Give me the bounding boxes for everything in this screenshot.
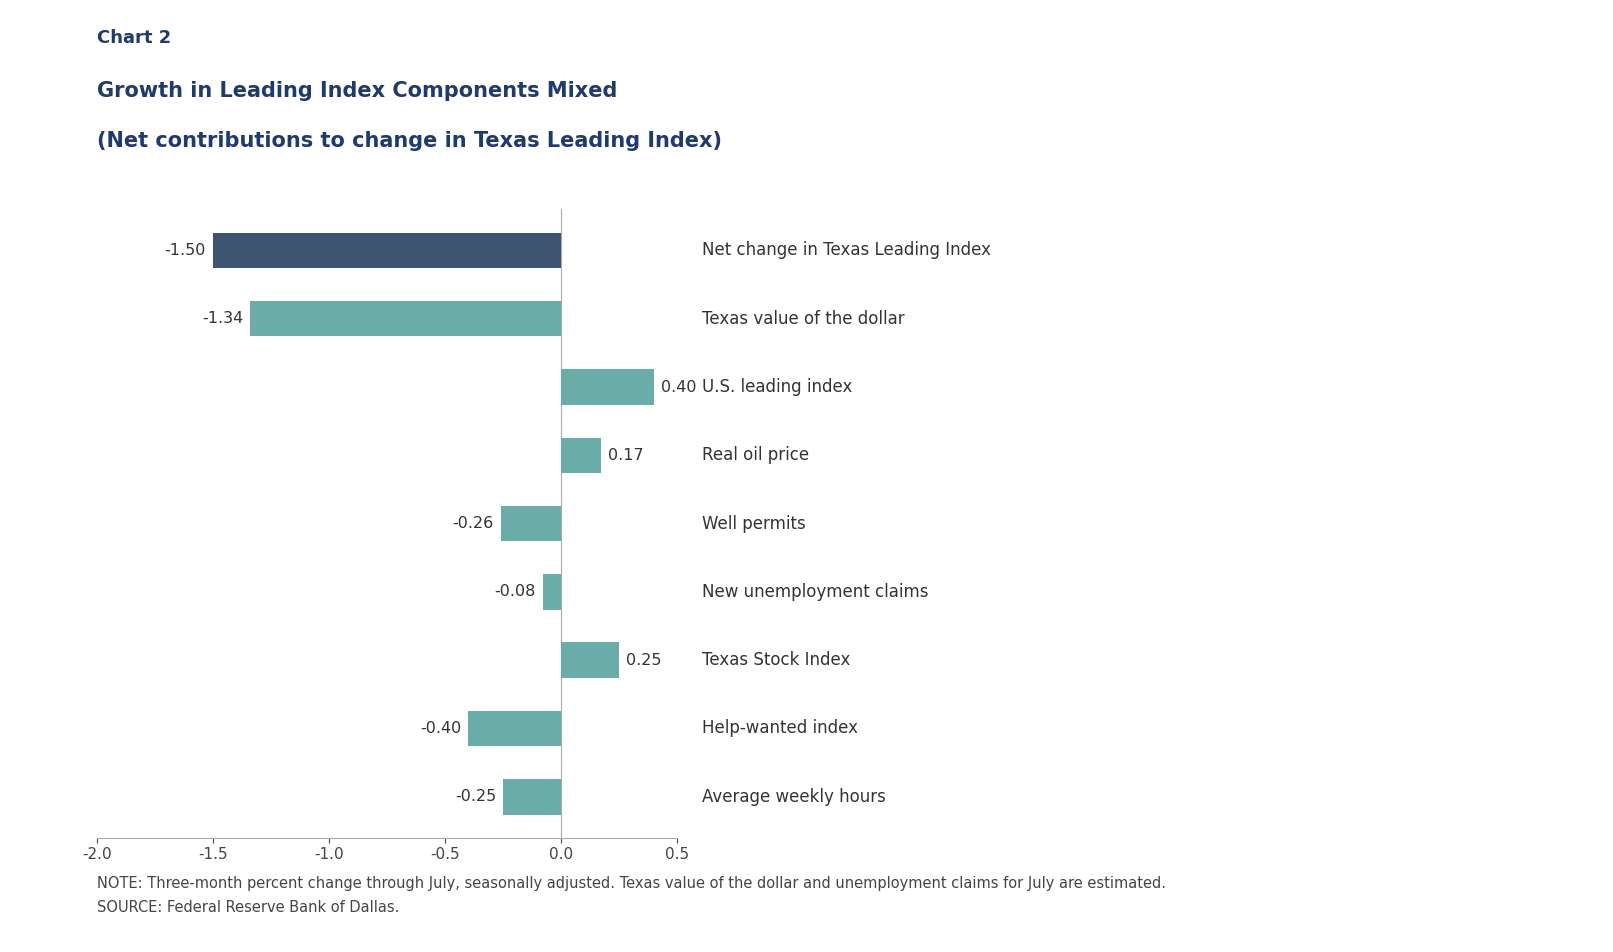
Bar <box>213 232 561 268</box>
Bar <box>503 779 561 815</box>
Text: NOTE: Three-month percent change through July, seasonally adjusted. Texas value : NOTE: Three-month percent change through… <box>97 876 1166 891</box>
Text: -0.40: -0.40 <box>421 721 461 736</box>
Text: Growth in Leading Index Components Mixed: Growth in Leading Index Components Mixed <box>97 81 618 101</box>
Text: -0.25: -0.25 <box>455 789 497 804</box>
Text: -1.34: -1.34 <box>202 311 244 327</box>
Text: 0.25: 0.25 <box>626 653 661 667</box>
Bar <box>561 643 619 678</box>
Text: 0.40: 0.40 <box>661 380 697 394</box>
Text: Help-wanted index: Help-wanted index <box>702 720 858 738</box>
Text: New unemployment claims: New unemployment claims <box>702 583 927 601</box>
Text: -0.08: -0.08 <box>495 585 536 600</box>
Bar <box>542 574 561 609</box>
Text: SOURCE: Federal Reserve Bank of Dallas.: SOURCE: Federal Reserve Bank of Dallas. <box>97 900 398 915</box>
Text: Net change in Texas Leading Index: Net change in Texas Leading Index <box>702 242 990 259</box>
Text: Texas value of the dollar: Texas value of the dollar <box>702 309 905 327</box>
Bar <box>502 506 561 542</box>
Text: Average weekly hours: Average weekly hours <box>702 788 886 805</box>
Text: 0.17: 0.17 <box>608 447 644 463</box>
Text: U.S. leading index: U.S. leading index <box>702 378 852 396</box>
Text: Real oil price: Real oil price <box>702 446 808 465</box>
Text: -0.26: -0.26 <box>453 516 494 531</box>
Text: Texas Stock Index: Texas Stock Index <box>702 651 850 669</box>
Text: -1.50: -1.50 <box>165 243 206 258</box>
Bar <box>468 711 561 746</box>
Bar <box>561 369 655 405</box>
Text: Chart 2: Chart 2 <box>97 29 171 47</box>
Text: Well permits: Well permits <box>702 515 805 532</box>
Bar <box>250 301 561 336</box>
Bar <box>561 438 600 473</box>
Text: (Net contributions to change in Texas Leading Index): (Net contributions to change in Texas Le… <box>97 131 721 151</box>
